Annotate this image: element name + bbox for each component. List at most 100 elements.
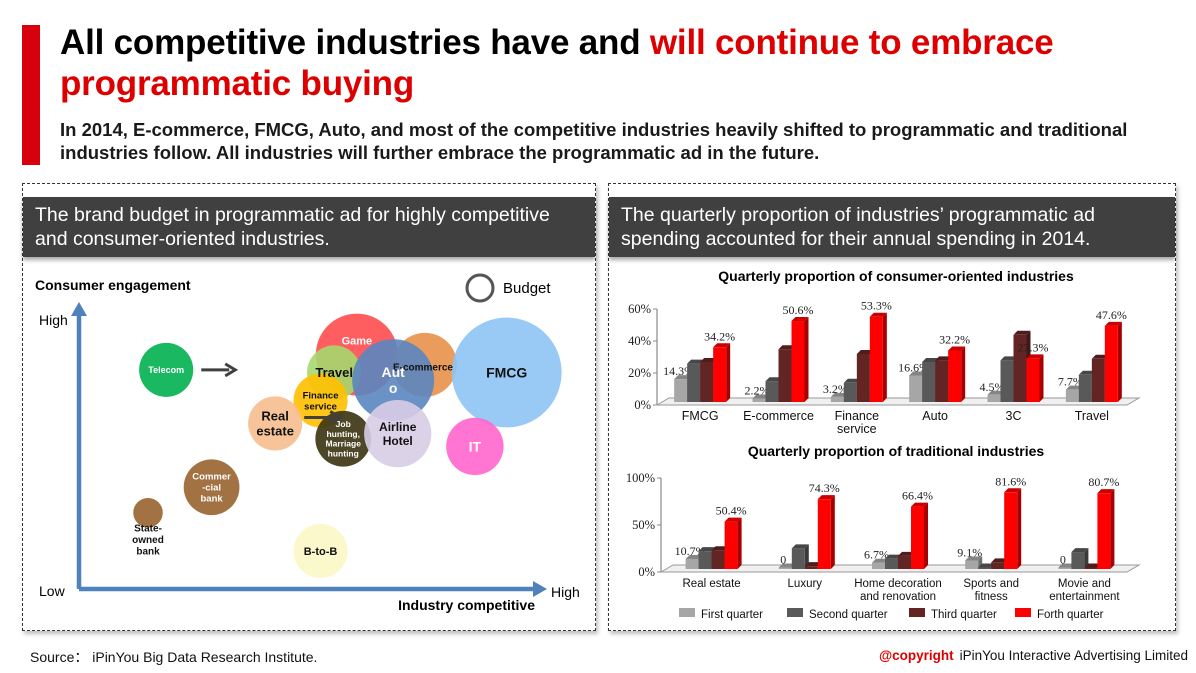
bar-side — [804, 544, 809, 569]
bubble-job-hunting-marriage-hunting — [315, 410, 372, 467]
data-label: 6.7% — [864, 548, 889, 562]
y-axis-arrow-icon — [71, 302, 87, 316]
category-label: entertainment — [1049, 591, 1120, 603]
bubble-airline-hotel — [364, 400, 432, 468]
bar-first-quarter — [752, 398, 766, 402]
data-label: 34.2% — [704, 329, 735, 343]
bar-top — [1000, 356, 1018, 361]
bubble-label-line: Marriage — [326, 439, 362, 449]
bar-side — [1117, 321, 1122, 402]
left-panel-heading: The brand budget in programmatic ad for … — [23, 197, 595, 257]
bar-top — [752, 394, 770, 399]
data-label: 0 — [1060, 553, 1066, 567]
bubble-label-line: bank — [136, 546, 160, 557]
y-tick-label: 100% — [626, 471, 655, 485]
bar-top — [935, 356, 953, 361]
bar-first-quarter — [872, 562, 885, 569]
bar-top — [856, 350, 874, 354]
bubble-label: E-commerce — [393, 362, 453, 373]
bar-top — [869, 312, 887, 317]
copyright-note: @copyright iPinYou Interactive Advertisin… — [879, 648, 1188, 663]
title-highlight: will continue to embrace programmatic bu… — [60, 23, 1054, 103]
copyright-owner: iPinYou Interactive Advertising Limited — [959, 648, 1188, 663]
category-label: 3C — [1006, 409, 1022, 423]
bar-forth-quarter — [724, 521, 738, 569]
bubble-label-line: Real — [261, 409, 288, 424]
data-label: 81.6% — [995, 474, 1026, 488]
bubble-label-line: B-to-B — [304, 546, 338, 558]
bar-third-quarter — [778, 349, 792, 402]
y-axis-title: Consumer engagement — [35, 277, 191, 293]
bubble-chart: Consumer engagement High Low High Industry c… — [35, 273, 580, 613]
bar-top — [713, 343, 731, 348]
data-label: 50.4% — [716, 504, 747, 518]
bar-third-quarter — [1091, 358, 1105, 402]
source-note: Source： iPinYou Big Data Research Instit… — [30, 649, 318, 665]
right-panel-heading: The quarterly proportion of industries’ … — [609, 197, 1175, 257]
accent-bar — [22, 25, 40, 165]
category-label: and renovation — [860, 591, 936, 603]
bar-top — [1071, 548, 1089, 553]
bar-forth-quarter — [1026, 358, 1040, 402]
real-estate-arrow-head-icon — [329, 410, 344, 425]
data-label: 53.3% — [861, 299, 892, 313]
bar-top — [791, 544, 809, 549]
bar-top — [674, 375, 692, 380]
bar-second-quarter — [791, 548, 805, 569]
bar-top — [1091, 354, 1109, 359]
category-label: Home decoration — [854, 578, 942, 590]
x-axis-title: Industry competitive — [398, 597, 535, 613]
bubble-aut-o — [352, 339, 435, 422]
bubble-label: Airline Hotel — [379, 420, 417, 448]
category-label: Movie and — [1058, 578, 1111, 590]
bubble-label-line: hunting — [328, 448, 359, 458]
bar-top — [909, 371, 927, 376]
bubble-label-line: -cial — [202, 483, 221, 494]
bar-side — [1039, 354, 1044, 402]
category-label: E-commerce — [743, 409, 814, 423]
bubble-label: Real estate — [256, 409, 294, 439]
bar-top — [1104, 321, 1122, 326]
bubble-label: Finance service — [303, 390, 339, 412]
bar-top — [885, 554, 902, 559]
bar-second-quarter — [687, 363, 701, 402]
bubble-telecom — [139, 342, 194, 397]
legend-swatch-second-quarter — [787, 608, 803, 617]
data-label: 4.5% — [980, 380, 1005, 394]
bar-third-quarter — [898, 555, 911, 569]
bar-top — [965, 556, 983, 561]
data-label: 0 — [780, 553, 786, 567]
data-label: 9.1% — [957, 545, 982, 559]
data-label: 27.3% — [1018, 340, 1049, 354]
bubble-label-line: Airline — [379, 420, 417, 434]
bar-second-quarter — [698, 551, 712, 569]
bubble-chart-panel: The brand budget in programmatic ad for … — [22, 183, 596, 631]
bubble-label: Job hunting, Marriage hunting — [326, 419, 362, 458]
bubble-commer-cial-bank — [183, 459, 240, 516]
legend-label: Forth quarter — [1037, 609, 1104, 621]
bar-side — [882, 312, 887, 402]
bar-third-quarter — [1013, 334, 1027, 402]
bar-forth-quarter — [791, 321, 805, 402]
bubble-label-line: FMCG — [486, 364, 527, 380]
x-axis-high-label: High — [551, 584, 580, 600]
bar-side — [737, 517, 742, 569]
bubble-label: B-to-B — [304, 546, 338, 558]
bar-top — [1097, 489, 1115, 494]
bubble-label-line: estate — [256, 423, 294, 438]
bar-forth-quarter — [869, 316, 883, 402]
bar-first-quarter — [1065, 389, 1079, 402]
bar-top — [817, 495, 835, 500]
bar-second-quarter — [765, 381, 779, 402]
bar-top — [711, 546, 729, 551]
x-axis-low-label: Low — [39, 583, 66, 599]
title-main: All competitive industries have and — [60, 23, 650, 62]
bubble-label-line: Job — [336, 419, 351, 429]
bar-top — [791, 317, 809, 322]
bar-third-quarter — [1084, 567, 1098, 569]
legend-label: First quarter — [701, 609, 763, 621]
bar-third-quarter — [935, 360, 949, 402]
data-label: 47.6% — [1096, 308, 1127, 322]
legend-label: Third quarter — [931, 609, 997, 621]
bar-forth-quarter — [1104, 325, 1118, 402]
